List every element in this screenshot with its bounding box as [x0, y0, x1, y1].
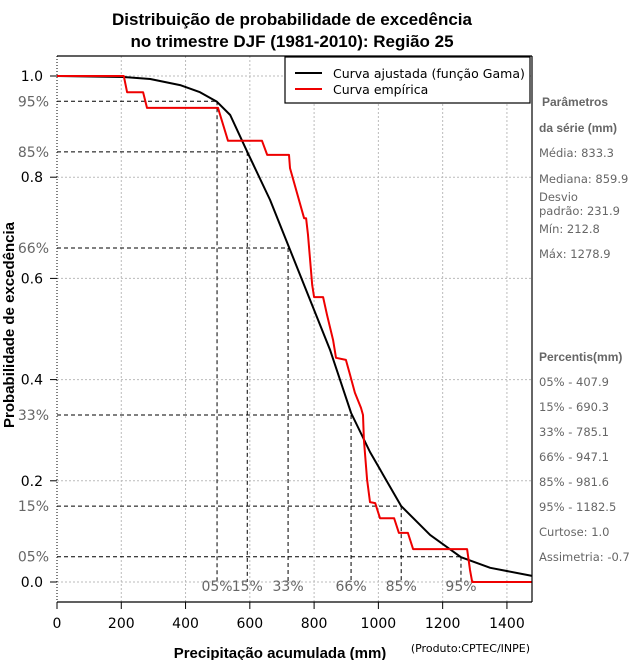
x-ticks: 0 200 400 600 800 1000 1200 1400 — [53, 602, 525, 632]
percentile-y-label: 05% — [18, 550, 49, 566]
fitted-gamma-curve — [56, 75, 533, 577]
percentil-item: 15% - 690.3 — [539, 400, 609, 414]
legend-label-fitted: Curva ajustada (função Gama) — [333, 66, 525, 81]
stat-mediana: Mediana: 859.9 — [539, 172, 628, 186]
y-tick-label: 0.2 — [21, 474, 43, 490]
series-parameters-panel: Parâmetros da série (mm) Média: 833.3 Me… — [539, 95, 630, 564]
percentile-guides: 95% 05% 85% 15% 66% 33% 33% 66% 15% 85% 05% 95% — [18, 94, 477, 595]
percentil-item: 05% - 407.9 — [539, 375, 609, 389]
stat-media: Média: 833.3 — [539, 146, 614, 160]
chart-title-line-2: no trimestre DJF (1981-2010): Região 25 — [130, 32, 453, 51]
percentile-x-label: 95% — [445, 579, 476, 595]
x-tick-label: 1400 — [489, 616, 525, 632]
percentil-item: 85% - 981.6 — [539, 475, 609, 489]
percentile-x-label: 66% — [336, 579, 367, 595]
stat-min: Mín: 212.8 — [539, 222, 600, 236]
percentile-x-label: 15% — [232, 579, 263, 595]
percentile-y-label: 15% — [18, 499, 49, 515]
percentil-item: 33% - 785.1 — [539, 425, 609, 439]
stat-curtose: Curtose: 1.0 — [539, 525, 609, 539]
x-tick-label: 0 — [53, 616, 62, 632]
x-tick-label: 1000 — [361, 616, 397, 632]
legend-label-empirical: Curva empírica — [333, 82, 428, 97]
legend: Curva ajustada (função Gama) Curva empír… — [284, 56, 531, 104]
y-tick-label: 0.0 — [21, 575, 43, 591]
x-tick-label: 200 — [108, 616, 135, 632]
y-ticks: 0.0 0.2 0.4 0.6 0.8 1.0 — [21, 69, 57, 591]
percentile-x-label: 85% — [386, 579, 417, 595]
y-tick-label: 0.4 — [21, 373, 43, 389]
percentile-x-label: 05% — [201, 579, 232, 595]
params-title-1: Parâmetros — [542, 95, 608, 109]
percentil-item: 95% - 1182.5 — [539, 500, 616, 514]
x-axis-label: Precipitação acumulada (mm) — [174, 645, 387, 660]
x-tick-label: 800 — [301, 616, 328, 632]
percentile-y-label: 33% — [18, 408, 49, 424]
x-tick-label: 1200 — [425, 616, 461, 632]
params-title-2: da série (mm) — [539, 121, 617, 135]
percentile-y-label: 66% — [18, 241, 49, 257]
stat-desvio-1: Desvio — [539, 190, 578, 204]
series-layer — [56, 75, 533, 583]
chart-title-line-1: Distribuição de probabilidade de excedên… — [112, 10, 472, 29]
y-axis-label: Probabilidade de excedência — [1, 221, 18, 428]
stat-assimetria: Assimetria: -0.7 — [539, 550, 630, 564]
empirical-curve — [57, 75, 532, 583]
percentil-item: 66% - 947.1 — [539, 450, 609, 464]
stat-desvio-2: padrão: 231.9 — [539, 204, 620, 218]
percentile-y-label: 95% — [18, 94, 49, 110]
grid — [57, 56, 532, 602]
percentile-y-label: 85% — [18, 145, 49, 161]
credit-text: (Produto:CPTEC/INPE) — [411, 642, 530, 655]
stat-max: Máx: 1278.9 — [539, 247, 611, 261]
x-tick-label: 600 — [236, 616, 263, 632]
y-tick-label: 1.0 — [21, 69, 43, 85]
percentile-x-label: 33% — [273, 579, 304, 595]
percentis-title: Percentis(mm) — [539, 350, 622, 364]
y-tick-label: 0.6 — [21, 271, 43, 287]
legend-box — [284, 56, 531, 104]
y-tick-label: 0.8 — [21, 170, 43, 186]
x-tick-label: 400 — [172, 616, 199, 632]
